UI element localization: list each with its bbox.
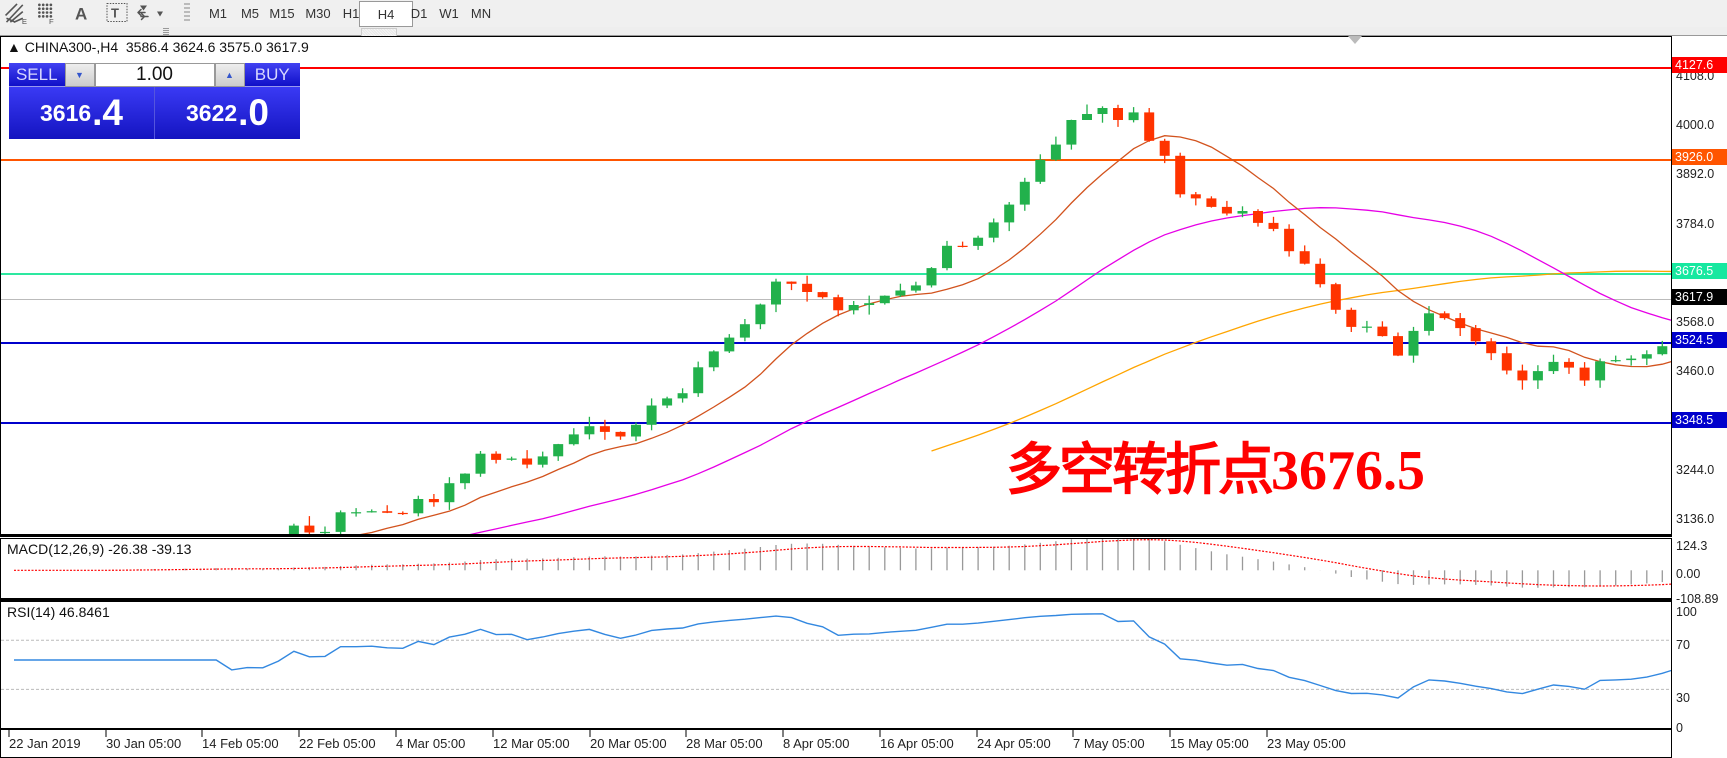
svg-text:F: F [49, 17, 54, 25]
svg-text:A: A [75, 5, 87, 24]
svg-text:T: T [111, 6, 119, 21]
svg-text:E: E [22, 17, 27, 25]
